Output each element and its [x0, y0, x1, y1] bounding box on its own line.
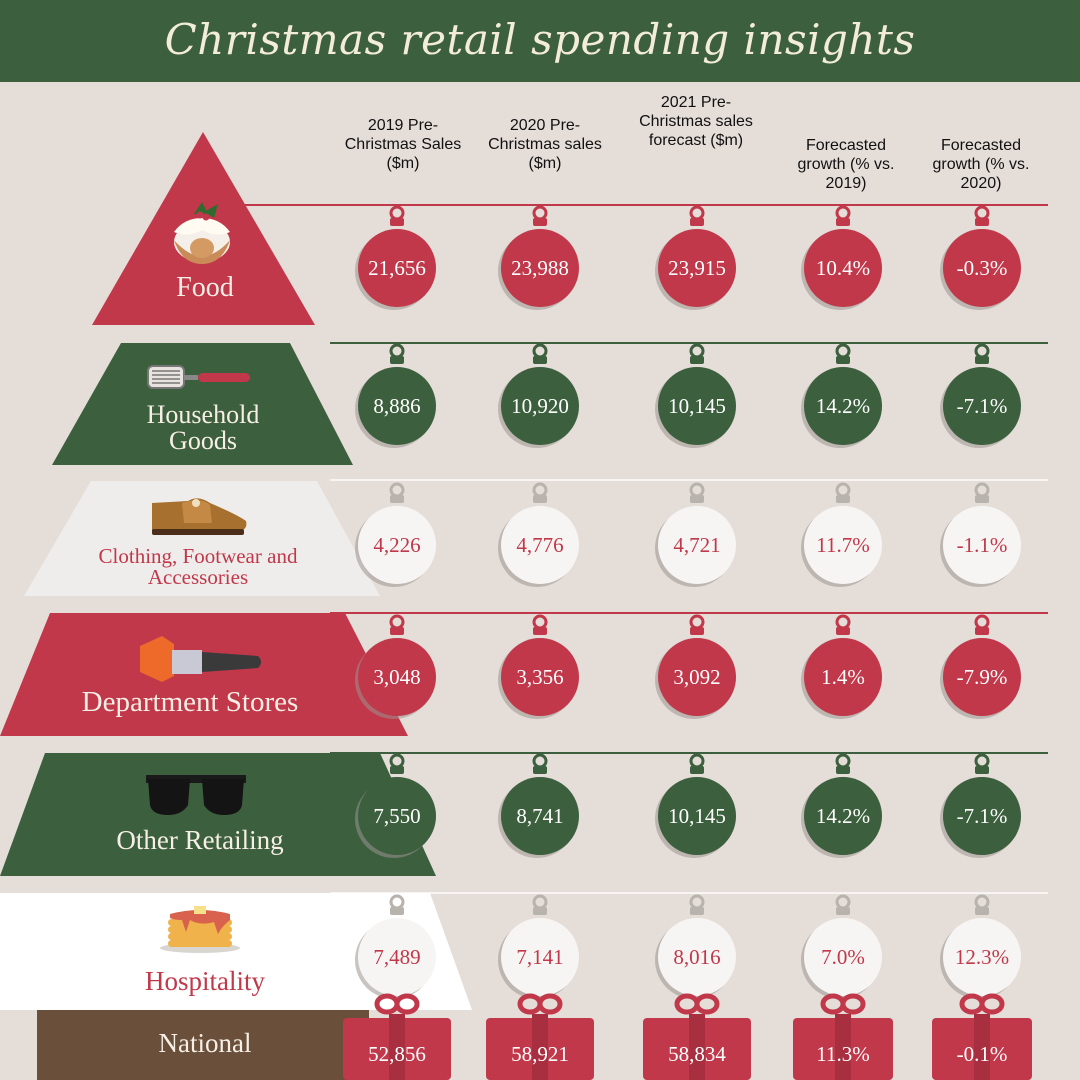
value-label: -1.1% [957, 533, 1008, 557]
ornament-value: 12.3% [940, 894, 1021, 999]
value-label: 14.2% [816, 804, 870, 828]
gift-value: 11.3% [793, 993, 893, 1080]
category-shape [24, 481, 380, 596]
value-label: 14.2% [816, 394, 870, 418]
ornament-value: 8,741 [498, 753, 579, 858]
ornament-value: -7.1% [940, 343, 1021, 448]
ornament-value: 3,048 [355, 614, 436, 719]
value-label: 10,920 [511, 394, 569, 418]
ornament-value: 11.7% [801, 482, 882, 587]
gift-value: 58,921 [486, 993, 594, 1080]
value-label: 10,145 [668, 394, 726, 418]
value-label: 12.3% [955, 945, 1009, 969]
ornament-value: 8,016 [655, 894, 736, 999]
value-label: -7.1% [957, 394, 1008, 418]
category-label-department-stores: Department Stores [81, 686, 299, 718]
category-label-national: National [158, 1028, 252, 1058]
value-label: -0.3% [957, 256, 1008, 280]
value-label: 21,656 [368, 256, 426, 280]
ornament-value: 14.2% [801, 343, 882, 448]
gift-value-label: 11.3% [816, 1042, 869, 1066]
column-header-2021: 2021 Pre-Christmas sales forecast ($m) [639, 94, 753, 149]
value-label: 7.0% [821, 945, 865, 969]
value-label: 8,016 [673, 945, 720, 969]
national-bar [37, 1010, 369, 1080]
spatula-icon [147, 365, 250, 389]
sunglasses-icon [146, 775, 246, 815]
category-label-food: Food [176, 272, 234, 303]
ornament-value: -0.3% [940, 205, 1021, 310]
value-label: -7.9% [957, 665, 1008, 689]
gift-value-label: 58,834 [668, 1042, 726, 1066]
column-header-growth-2019: Forecasted growth (% vs. 2019) [797, 137, 895, 192]
ornament-value: 4,776 [498, 482, 579, 587]
ornament-value: 3,092 [655, 614, 736, 719]
value-label: 8,741 [516, 804, 563, 828]
ornament-value: 3,356 [498, 614, 579, 719]
value-label: 3,092 [673, 665, 720, 689]
ornament-value: 14.2% [801, 753, 882, 858]
gift-value: 58,834 [643, 993, 751, 1080]
gift-value-label: -0.1% [957, 1042, 1008, 1066]
category-shape [52, 343, 353, 465]
ornament-value: 10.4% [801, 205, 882, 310]
ornament-value: -7.1% [940, 753, 1021, 858]
category-shape [0, 893, 472, 1010]
value-label: 8,886 [373, 394, 420, 418]
ornament-value: 4,721 [655, 482, 736, 587]
gift-value: -0.1% [932, 993, 1032, 1080]
value-label: 7,141 [516, 945, 563, 969]
ornament-value: 8,886 [355, 343, 436, 448]
value-label: 4,226 [373, 533, 420, 557]
category-label-other-retailing: Other Retailing [116, 825, 284, 855]
value-label: 1.4% [821, 665, 865, 689]
ornament-value: 7,489 [355, 894, 436, 999]
value-label: 23,915 [668, 256, 726, 280]
pancakes-icon [160, 906, 240, 953]
value-label: 10,145 [668, 804, 726, 828]
ornament-value: 7,141 [498, 894, 579, 999]
value-label: 23,988 [511, 256, 569, 280]
ornament-value: 10,920 [498, 343, 579, 448]
value-label: 7,550 [373, 804, 420, 828]
category-label-hospitality: Hospitality [145, 966, 265, 996]
ornament-value: 4,226 [355, 482, 436, 587]
category-label-household-goods: Household Goods [146, 400, 260, 455]
value-label: -7.1% [957, 804, 1008, 828]
ornament-value: 23,915 [655, 205, 736, 310]
column-header-2020: 2020 Pre-Christmas sales ($m) [488, 117, 602, 172]
gift-value-label: 52,856 [368, 1042, 426, 1066]
category-shape [0, 613, 408, 736]
ornament-value: 7.0% [801, 894, 882, 999]
category-shape [0, 753, 436, 876]
column-header-growth-2020: Forecasted growth (% vs. 2020) [932, 137, 1030, 192]
value-label: 4,776 [516, 533, 563, 557]
ornament-value: 10,145 [655, 753, 736, 858]
ornament-value: 7,550 [355, 753, 436, 858]
title-bar [0, 0, 1080, 82]
ornament-value: 23,988 [498, 205, 579, 310]
ornament-value: 10,145 [655, 343, 736, 448]
value-label: 11.7% [816, 533, 869, 557]
ornament-value: 1.4% [801, 614, 882, 719]
page-title: Christmas retail spending insights [164, 15, 916, 64]
value-label: 7,489 [373, 945, 420, 969]
ornament-value: 21,656 [355, 205, 436, 310]
pudding-icon [174, 202, 230, 264]
makeup-brush-icon [140, 636, 261, 682]
value-label: 3,048 [373, 665, 420, 689]
shoe-icon [152, 498, 247, 535]
gift-value-label: 58,921 [511, 1042, 569, 1066]
column-header-2019: 2019 Pre-Christmas Sales ($m) [344, 117, 462, 172]
value-label: 3,356 [516, 665, 563, 689]
value-label: 10.4% [816, 256, 870, 280]
gift-value: 52,856 [343, 993, 451, 1080]
category-label-clothing: Clothing, Footwear and Accessories [98, 544, 298, 589]
ornament-value: -7.9% [940, 614, 1021, 719]
ornament-value: -1.1% [940, 482, 1021, 587]
value-label: 4,721 [673, 533, 720, 557]
